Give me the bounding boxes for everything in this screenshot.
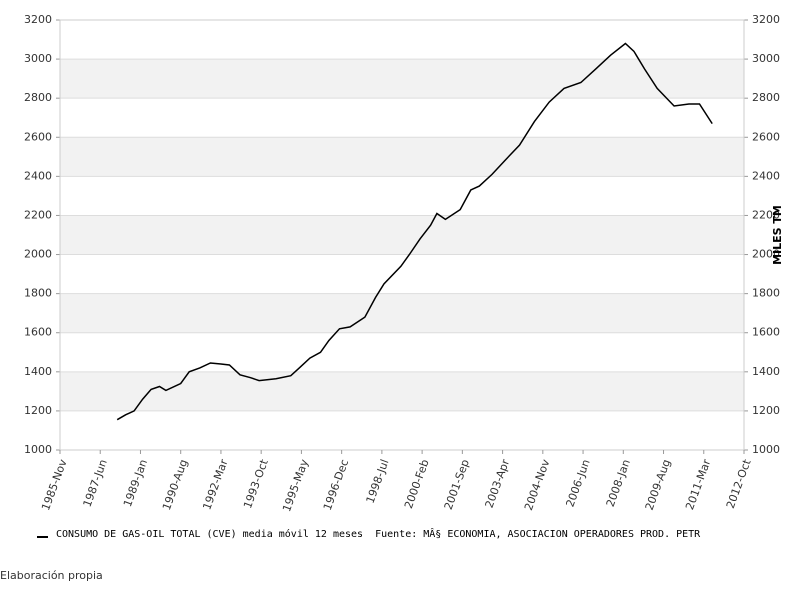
x-tick-label: 1993-Oct [241,457,271,510]
y2-tick-label: 3000 [752,52,780,65]
x-tick-label: 1989-Jan [121,458,150,509]
y-tick-label: 1800 [24,287,52,300]
x-tick-label: 2001-Sep [442,458,472,512]
data-line [116,42,713,421]
footer: Elaboración propia [0,569,103,582]
y-tick-label: 2000 [24,248,52,261]
x-tick-label: 2011-Mar [683,457,713,511]
legend-label: CONSUMO DE GAS-OIL TOTAL (CVE) media móv… [56,527,701,540]
y2-tick-label: 2600 [752,130,780,143]
x-tick-label: 2004-Nov [522,457,553,512]
x-tick-label: 1990-Aug [160,458,190,512]
x-tick-label: 2003-Apr [483,457,513,510]
y-tick-label: 2400 [24,169,52,182]
x-tick-label: 2008-Jan [604,458,633,509]
plot-frame [59,19,745,451]
x-tick-label: 2006-Jun [563,458,592,509]
y2-tick-label: 1600 [752,326,780,339]
y2-tick-label: 1800 [752,287,780,300]
y2-tick-label: 1200 [752,404,780,417]
x-tick-label: 1985-Nov [39,457,70,512]
legend: CONSUMO DE GAS-OIL TOTAL (CVE) media móv… [37,527,701,540]
y-tick-label: 1400 [24,365,52,378]
y-tick-label: 1600 [24,326,52,339]
y2-tick-label: 1400 [752,365,780,378]
y-tick-label: 1200 [24,404,52,417]
y2-axis-label: MILES TM [771,205,784,265]
y-tick-label: 3000 [24,52,52,65]
band [60,215,744,255]
y-tick-label: 3200 [24,13,52,26]
band [60,59,744,99]
y-tick-label: 2800 [24,91,52,104]
x-tick-label: 1992-Mar [200,457,230,511]
y2-tick-label: 1000 [752,443,780,456]
y2-tick-label: 2200 [752,208,780,221]
y-tick-label: 1000 [24,443,52,456]
x-tick-label: 2000-Feb [402,458,432,511]
y2-tick-label: 3200 [752,13,780,26]
y2-tick-label: 2800 [752,91,780,104]
y-tick-label: 2200 [24,208,52,221]
x-tick-label: 2012-Oct [724,457,754,510]
x-tick-label: 2009-Aug [643,458,673,512]
x-tick-label: 1995-May [280,457,311,513]
y2-tick-label: 2000 [752,248,780,261]
band [60,137,744,177]
y-tick-label: 2600 [24,130,52,143]
x-tick-label: 1987-Jun [81,458,110,509]
band [60,293,744,333]
y2-tick-label: 2400 [752,169,780,182]
band [60,371,744,411]
x-tick-label: 1996-Dec [321,458,351,512]
x-tick-label: 1998-Jul [364,458,392,506]
